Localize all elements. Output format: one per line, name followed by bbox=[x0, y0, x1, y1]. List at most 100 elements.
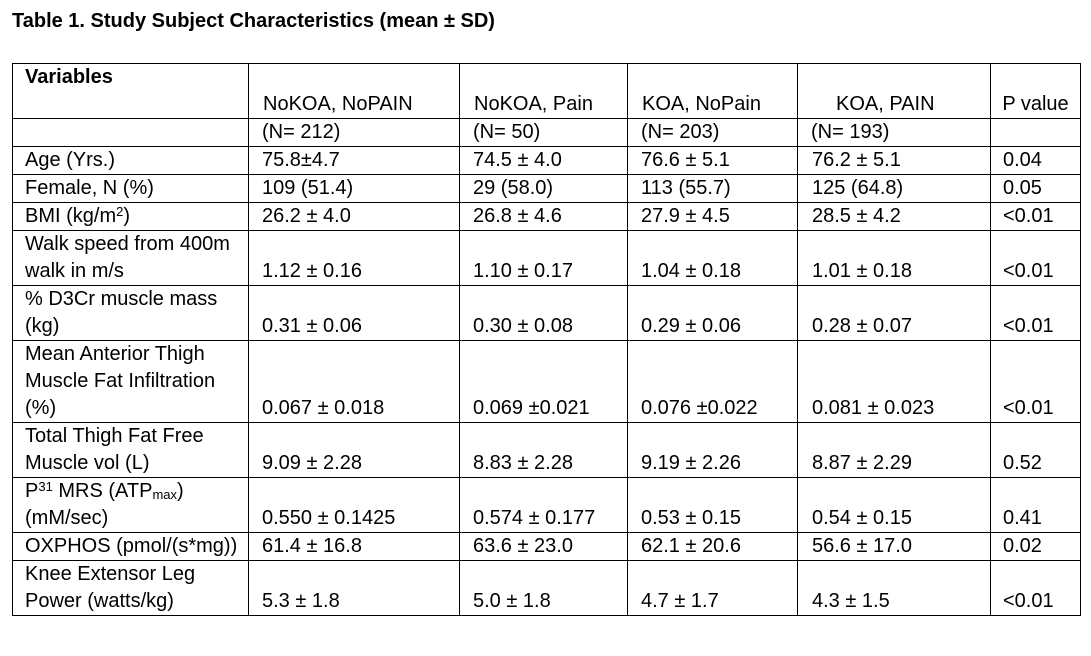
value-cell: 0.550 ± 0.1425 bbox=[248, 477, 460, 533]
table-row: Total Thigh Fat Free Muscle vol (L) 9.09 … bbox=[12, 422, 1081, 478]
table-row: Mean Anterior Thigh Muscle Fat Infiltrat… bbox=[12, 340, 1081, 423]
n-p-value bbox=[990, 118, 1081, 147]
row-label: Total Thigh Fat Free Muscle vol (L) bbox=[12, 422, 249, 478]
p-value-cell: 0.02 bbox=[990, 532, 1081, 561]
value-cell: 75.8±4.7 bbox=[248, 146, 460, 175]
row-label: Walk speed from 400m walk in m/s bbox=[12, 230, 249, 286]
p-value-cell: <0.01 bbox=[990, 285, 1081, 341]
p-value-cell: <0.01 bbox=[990, 560, 1081, 616]
row-label: % D3Cr muscle mass (kg) bbox=[12, 285, 249, 341]
value-cell: 28.5 ± 4.2 bbox=[797, 202, 991, 231]
table-row: Age (Yrs.) 75.8±4.7 74.5 ± 4.0 76.6 ± 5.1 76… bbox=[12, 146, 1081, 175]
header-variables: Variables bbox=[12, 63, 249, 119]
row-label: Mean Anterior Thigh Muscle Fat Infiltrat… bbox=[12, 340, 249, 423]
value-cell: 0.28 ± 0.07 bbox=[797, 285, 991, 341]
header-group: NoKOA, Pain bbox=[459, 63, 628, 119]
row-label: BMI (kg/m2) bbox=[12, 202, 249, 231]
table-row: Female, N (%) 109 (51.4) 29 (58.0) 113 (55.… bbox=[12, 174, 1081, 203]
value-cell: 0.54 ± 0.15 bbox=[797, 477, 991, 533]
value-cell: 29 (58.0) bbox=[459, 174, 628, 203]
value-cell: 76.6 ± 5.1 bbox=[627, 146, 798, 175]
row-label: Knee Extensor Leg Power (watts/kg) bbox=[12, 560, 249, 616]
label-part: MRS (ATP bbox=[52, 480, 153, 502]
label-part: Knee Extensor Leg Power (watts/kg) bbox=[25, 563, 196, 612]
value-cell: 61.4 ± 16.8 bbox=[248, 532, 460, 561]
header-group: KOA, NoPain bbox=[627, 63, 798, 119]
p-value-cell: 0.52 bbox=[990, 422, 1081, 478]
value-cell: 109 (51.4) bbox=[248, 174, 460, 203]
value-cell: 0.076 ±0.022 bbox=[627, 340, 798, 423]
label-part: ) (mM/sec) bbox=[25, 480, 184, 529]
label-part: P bbox=[25, 480, 39, 502]
label-part: Total Thigh Fat Free Muscle vol (L) bbox=[25, 425, 204, 474]
n-row-label bbox=[12, 118, 249, 147]
label-part: Mean Anterior Thigh Muscle Fat Infiltrat… bbox=[25, 343, 216, 419]
value-cell: 125 (64.8) bbox=[797, 174, 991, 203]
value-cell: 1.10 ± 0.17 bbox=[459, 230, 628, 286]
row-label: OXPHOS (pmol/(s*mg)) bbox=[12, 532, 249, 561]
n-value: (N= 203) bbox=[627, 118, 798, 147]
header-row: Variables NoKOA, NoPAIN NoKOA, Pain KOA,… bbox=[12, 63, 1081, 119]
label-part: Female, N (%) bbox=[25, 177, 154, 199]
n-value: (N= 212) bbox=[248, 118, 460, 147]
p-value-cell: <0.01 bbox=[990, 340, 1081, 423]
value-cell: 9.19 ± 2.26 bbox=[627, 422, 798, 478]
value-cell: 62.1 ± 20.6 bbox=[627, 532, 798, 561]
value-cell: 26.2 ± 4.0 bbox=[248, 202, 460, 231]
value-cell: 76.2 ± 5.1 bbox=[797, 146, 991, 175]
row-label: Age (Yrs.) bbox=[12, 146, 249, 175]
value-cell: 1.04 ± 0.18 bbox=[627, 230, 798, 286]
label-part: % D3Cr muscle mass (kg) bbox=[25, 288, 218, 337]
header-group: KOA, PAIN bbox=[797, 63, 991, 119]
value-cell: 63.6 ± 23.0 bbox=[459, 532, 628, 561]
value-cell: 5.0 ± 1.8 bbox=[459, 560, 628, 616]
label-part: ) bbox=[123, 205, 131, 227]
n-value: (N= 193) bbox=[797, 118, 991, 147]
table-row: BMI (kg/m2) 26.2 ± 4.0 26.8 ± 4.6 27.9 ± 4.… bbox=[12, 202, 1081, 231]
label-part: Age (Yrs.) bbox=[25, 149, 116, 171]
value-cell: 0.069 ±0.021 bbox=[459, 340, 628, 423]
value-cell: 0.30 ± 0.08 bbox=[459, 285, 628, 341]
p-value-cell: <0.01 bbox=[990, 202, 1081, 231]
value-cell: 4.7 ± 1.7 bbox=[627, 560, 798, 616]
value-cell: 27.9 ± 4.5 bbox=[627, 202, 798, 231]
header-group: NoKOA, NoPAIN bbox=[248, 63, 460, 119]
n-row: (N= 212) (N= 50) (N= 203) (N= 193) bbox=[12, 118, 1081, 147]
value-cell: 0.067 ± 0.018 bbox=[248, 340, 460, 423]
p-value-cell: 0.04 bbox=[990, 146, 1081, 175]
value-cell: 9.09 ± 2.28 bbox=[248, 422, 460, 478]
value-cell: 8.83 ± 2.28 bbox=[459, 422, 628, 478]
label-part: BMI (kg/m bbox=[25, 205, 117, 227]
table-row: OXPHOS (pmol/(s*mg)) 61.4 ± 16.8 63.6 ± 23… bbox=[12, 532, 1081, 561]
value-cell: 1.01 ± 0.18 bbox=[797, 230, 991, 286]
table-row: P31 MRS (ATPmax) (mM/sec) 0.550 ± 0.1425 0… bbox=[12, 477, 1081, 533]
table-title: Table 1. Study Subject Characteristics (… bbox=[12, 10, 495, 32]
value-cell: 0.29 ± 0.06 bbox=[627, 285, 798, 341]
table-row: Walk speed from 400m walk in m/s 1.12 ± 0… bbox=[12, 230, 1081, 286]
value-cell: 0.53 ± 0.15 bbox=[627, 477, 798, 533]
label-part: max bbox=[152, 487, 178, 502]
label-part: 31 bbox=[38, 479, 53, 494]
row-label: P31 MRS (ATPmax) (mM/sec) bbox=[12, 477, 249, 533]
label-part: Walk speed from 400m walk in m/s bbox=[25, 233, 230, 282]
value-cell: 56.6 ± 17.0 bbox=[797, 532, 991, 561]
label-part: OXPHOS (pmol/(s*mg)) bbox=[25, 535, 238, 557]
value-cell: 74.5 ± 4.0 bbox=[459, 146, 628, 175]
p-value-cell: 0.41 bbox=[990, 477, 1081, 533]
table-row: Knee Extensor Leg Power (watts/kg) 5.3 ± … bbox=[12, 560, 1081, 616]
value-cell: 8.87 ± 2.29 bbox=[797, 422, 991, 478]
value-cell: 0.574 ± 0.177 bbox=[459, 477, 628, 533]
value-cell: 113 (55.7) bbox=[627, 174, 798, 203]
label-part: 2 bbox=[116, 204, 124, 219]
value-cell: 1.12 ± 0.16 bbox=[248, 230, 460, 286]
value-cell: 0.31 ± 0.06 bbox=[248, 285, 460, 341]
p-value-cell: <0.01 bbox=[990, 230, 1081, 286]
p-value-cell: 0.05 bbox=[990, 174, 1081, 203]
value-cell: 26.8 ± 4.6 bbox=[459, 202, 628, 231]
value-cell: 0.081 ± 0.023 bbox=[797, 340, 991, 423]
table-row: % D3Cr muscle mass (kg) 0.31 ± 0.06 0.30 ±… bbox=[12, 285, 1081, 341]
value-cell: 5.3 ± 1.8 bbox=[248, 560, 460, 616]
row-label: Female, N (%) bbox=[12, 174, 249, 203]
study-characteristics-table: Variables NoKOA, NoPAIN NoKOA, Pain KOA,… bbox=[12, 63, 1081, 616]
header-p-value: P value bbox=[990, 63, 1081, 119]
